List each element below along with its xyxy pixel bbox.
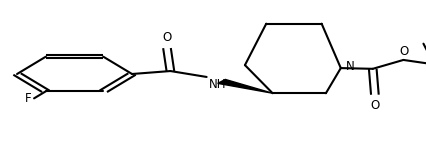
Polygon shape [218, 79, 273, 93]
Text: O: O [162, 31, 172, 44]
Text: F: F [25, 92, 32, 105]
Text: NH: NH [209, 78, 226, 91]
Text: O: O [400, 45, 409, 58]
Text: O: O [370, 99, 380, 112]
Text: N: N [346, 60, 355, 73]
